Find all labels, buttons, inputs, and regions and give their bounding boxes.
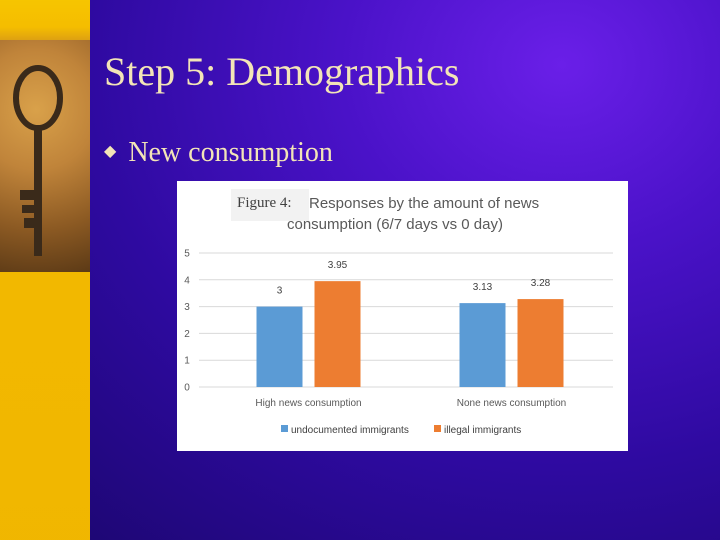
bullet-text: New consumption	[128, 137, 333, 168]
legend-label-1: illegal immigrants	[444, 425, 521, 436]
x-category-label-0: High news consumption	[255, 398, 361, 409]
bar-chart: Responses by the amount of news consumpti…	[184, 195, 613, 436]
bullet-item: ◆ New consumption	[104, 136, 333, 174]
y-tick-label-3: 3	[184, 302, 190, 313]
bar-0-1	[459, 303, 506, 387]
bar-0-0	[256, 306, 303, 387]
data-label-1-1: 3.28	[531, 278, 551, 289]
legend-swatch-1	[434, 425, 441, 432]
bullet-diamond-icon: ◆	[104, 143, 117, 160]
y-tick-label-5: 5	[184, 249, 190, 260]
key-photo	[0, 40, 90, 272]
bar-1-0	[314, 281, 361, 387]
y-tick-label-2: 2	[184, 329, 190, 340]
chart-title-line1: Responses by the amount of news	[309, 195, 539, 212]
chart-container: Responses by the amount of news consumpti…	[177, 181, 628, 451]
data-label-0-0: 3	[277, 286, 283, 297]
figure-prefix-label: Figure 4:	[231, 189, 309, 221]
legend-swatch-0	[281, 425, 288, 432]
y-tick-label-0: 0	[184, 383, 190, 394]
data-label-1-0: 3.95	[328, 260, 348, 271]
chart-title-line2: consumption (6/7 days vs 0 day)	[287, 216, 503, 233]
x-category-label-1: None news consumption	[457, 398, 567, 409]
bar-1-1	[517, 299, 564, 387]
gold-lower-panel	[0, 272, 90, 540]
legend-label-0: undocumented immigrants	[291, 425, 409, 436]
y-tick-label-1: 1	[184, 356, 190, 367]
slide-title: Step 5: Demographics	[104, 49, 460, 94]
key-icon	[13, 65, 63, 256]
y-tick-label-4: 4	[184, 275, 190, 286]
data-label-0-1: 3.13	[473, 282, 493, 293]
